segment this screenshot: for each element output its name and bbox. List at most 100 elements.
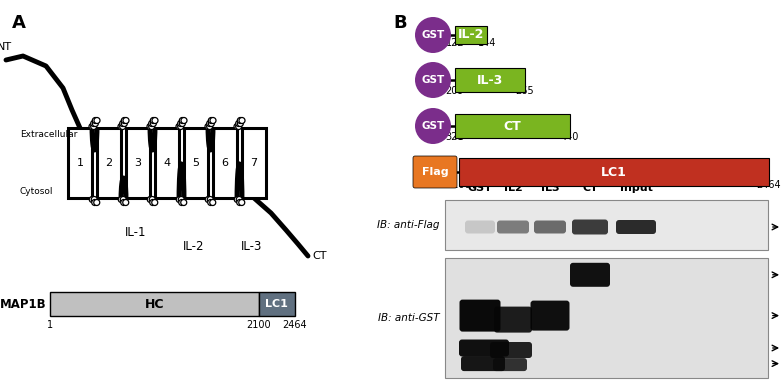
FancyBboxPatch shape bbox=[445, 258, 768, 378]
Circle shape bbox=[118, 123, 124, 129]
Text: 2100: 2100 bbox=[447, 180, 471, 190]
Circle shape bbox=[234, 123, 240, 129]
Text: IL-2: IL-2 bbox=[458, 28, 485, 41]
FancyBboxPatch shape bbox=[570, 263, 610, 287]
Circle shape bbox=[208, 200, 214, 206]
Circle shape bbox=[239, 200, 245, 206]
FancyBboxPatch shape bbox=[455, 114, 570, 138]
Circle shape bbox=[152, 118, 158, 123]
Circle shape bbox=[234, 196, 240, 203]
FancyBboxPatch shape bbox=[184, 128, 208, 198]
FancyBboxPatch shape bbox=[50, 292, 259, 316]
Text: IB: anti-GST: IB: anti-GST bbox=[379, 313, 440, 323]
Circle shape bbox=[147, 123, 153, 129]
Circle shape bbox=[237, 200, 243, 206]
FancyBboxPatch shape bbox=[572, 219, 608, 234]
Circle shape bbox=[149, 121, 154, 126]
Circle shape bbox=[180, 118, 185, 123]
Circle shape bbox=[209, 118, 214, 123]
Text: Extracellular: Extracellular bbox=[20, 130, 78, 139]
Circle shape bbox=[210, 118, 216, 123]
Circle shape bbox=[151, 121, 156, 126]
Text: B: B bbox=[393, 14, 407, 32]
Text: GST: GST bbox=[467, 183, 492, 193]
Text: IL-2: IL-2 bbox=[183, 240, 205, 253]
Text: 2464: 2464 bbox=[757, 180, 782, 190]
Circle shape bbox=[236, 121, 241, 126]
FancyBboxPatch shape bbox=[445, 200, 768, 250]
Text: A: A bbox=[12, 14, 26, 32]
FancyBboxPatch shape bbox=[461, 356, 505, 371]
Text: 2100: 2100 bbox=[246, 320, 271, 330]
Text: IL-1: IL-1 bbox=[125, 226, 147, 239]
FancyBboxPatch shape bbox=[213, 128, 237, 198]
Text: LC1: LC1 bbox=[601, 165, 627, 178]
FancyBboxPatch shape bbox=[455, 68, 525, 92]
Text: IL3: IL3 bbox=[541, 183, 559, 193]
Circle shape bbox=[91, 121, 96, 126]
Circle shape bbox=[209, 121, 214, 126]
Text: 265: 265 bbox=[516, 86, 535, 96]
Text: 6: 6 bbox=[222, 158, 228, 168]
FancyBboxPatch shape bbox=[68, 128, 92, 198]
Text: IL2: IL2 bbox=[503, 183, 522, 193]
Text: GST: GST bbox=[421, 30, 445, 40]
FancyBboxPatch shape bbox=[494, 307, 532, 332]
Circle shape bbox=[238, 118, 243, 123]
Circle shape bbox=[123, 118, 129, 123]
Text: 4: 4 bbox=[163, 158, 171, 168]
FancyBboxPatch shape bbox=[459, 158, 769, 186]
Text: IB: anti-Flag: IB: anti-Flag bbox=[378, 220, 440, 230]
Circle shape bbox=[149, 196, 155, 203]
Circle shape bbox=[178, 121, 183, 126]
Circle shape bbox=[93, 121, 98, 126]
Circle shape bbox=[205, 123, 211, 129]
Text: IL-3: IL-3 bbox=[241, 240, 262, 253]
FancyBboxPatch shape bbox=[413, 156, 457, 188]
Text: 440: 440 bbox=[561, 132, 579, 142]
Circle shape bbox=[149, 123, 154, 129]
Circle shape bbox=[122, 121, 127, 126]
Circle shape bbox=[415, 62, 451, 98]
Text: 1: 1 bbox=[47, 320, 53, 330]
Circle shape bbox=[91, 123, 96, 129]
Circle shape bbox=[236, 123, 241, 129]
Text: MAP1B: MAP1B bbox=[0, 298, 47, 311]
Circle shape bbox=[178, 196, 184, 203]
Circle shape bbox=[118, 196, 124, 203]
Circle shape bbox=[150, 200, 156, 206]
Text: CT: CT bbox=[582, 183, 598, 193]
Circle shape bbox=[239, 118, 245, 123]
FancyBboxPatch shape bbox=[242, 128, 266, 198]
Circle shape bbox=[151, 118, 156, 123]
FancyBboxPatch shape bbox=[459, 339, 509, 357]
Text: LC1: LC1 bbox=[266, 299, 289, 309]
Text: 1: 1 bbox=[77, 158, 84, 168]
Text: 2464: 2464 bbox=[283, 320, 307, 330]
Circle shape bbox=[123, 200, 129, 206]
Circle shape bbox=[94, 200, 100, 206]
Circle shape bbox=[178, 123, 183, 129]
Circle shape bbox=[205, 196, 211, 203]
Circle shape bbox=[181, 118, 187, 123]
Circle shape bbox=[207, 121, 212, 126]
Text: 321: 321 bbox=[446, 132, 464, 142]
Circle shape bbox=[94, 118, 100, 123]
Text: Cytosol: Cytosol bbox=[20, 187, 53, 196]
Text: HC: HC bbox=[145, 298, 164, 311]
Circle shape bbox=[89, 196, 95, 203]
Circle shape bbox=[121, 200, 127, 206]
Circle shape bbox=[152, 200, 158, 206]
Text: 7: 7 bbox=[250, 158, 258, 168]
Circle shape bbox=[415, 108, 451, 144]
Circle shape bbox=[236, 196, 242, 203]
Circle shape bbox=[180, 121, 185, 126]
Text: IL-3: IL-3 bbox=[477, 74, 503, 87]
Circle shape bbox=[147, 196, 153, 203]
FancyBboxPatch shape bbox=[126, 128, 150, 198]
Circle shape bbox=[120, 121, 125, 126]
FancyBboxPatch shape bbox=[497, 221, 529, 234]
Text: CT: CT bbox=[503, 119, 521, 133]
Circle shape bbox=[122, 118, 127, 123]
FancyBboxPatch shape bbox=[490, 342, 532, 358]
